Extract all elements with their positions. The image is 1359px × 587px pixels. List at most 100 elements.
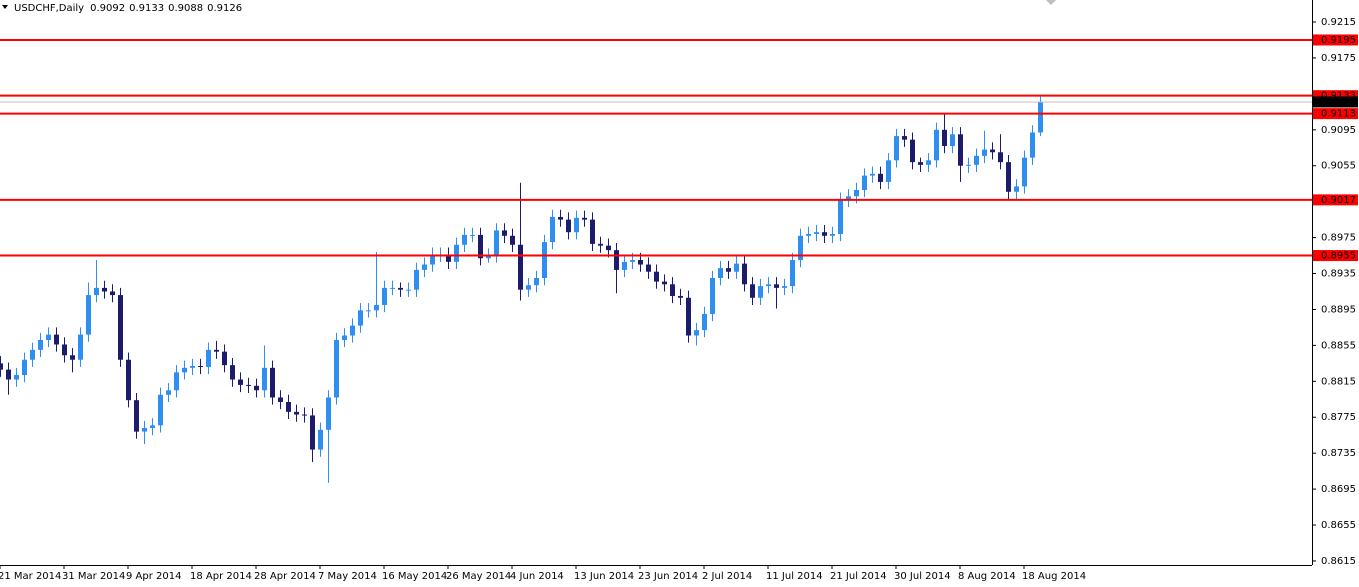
candle-body [86,295,91,335]
candle-body [974,155,979,165]
candle-body [38,339,43,350]
chart-header: USDCHF,Daily 0.9092 0.9133 0.9088 0.9126 [14,3,242,14]
candle-body [518,244,523,290]
candle-body [934,129,939,161]
candle-body [334,339,339,398]
candle-body [694,330,699,336]
candle-body [310,415,315,450]
x-tick-label: 18 Apr 2014 [190,571,252,582]
candle-body [0,363,3,370]
candle-body [574,217,579,233]
candle-body [462,234,467,245]
x-tick-label: 23 Jun 2014 [638,571,698,582]
candle-body [710,278,715,314]
candle-body [958,134,963,166]
candle-body [702,313,707,331]
level-label-bg [1313,108,1358,120]
candle-body [478,234,483,259]
candle-body [598,243,603,246]
candle-body [222,351,227,366]
candle-body [398,287,403,290]
candle-body [942,129,947,146]
price-label: 0.9126 [1321,97,1356,108]
candle-body [966,164,971,166]
candle-body [262,367,267,391]
candle-body [126,359,131,401]
level-label: 0.9195 [1321,35,1356,46]
candle-body [854,189,859,197]
y-tick-label: 0.8615 [1321,556,1356,567]
candle-body [1006,162,1011,192]
candle-body [230,365,235,380]
candle-body [182,367,187,373]
candle-body [550,216,555,243]
y-tick-label: 0.9215 [1321,17,1356,28]
x-tick-label: 16 May 2014 [382,571,447,582]
candle-body [206,349,211,367]
candle-body [614,250,619,270]
candle-body [1014,186,1019,192]
candle-body [198,366,203,368]
candle-body [814,232,819,234]
y-tick-label: 0.8695 [1321,484,1356,495]
chart-title: USDCHF,Daily [14,3,84,14]
candle-body [686,297,691,336]
level-label-bg [1313,34,1358,46]
candle-body [766,284,771,287]
candle-body [14,375,19,380]
x-tick-label: 8 Aug 2014 [958,571,1016,582]
y-tick-label: 0.8935 [1321,269,1356,280]
candle-body [790,260,795,287]
candle-body [390,287,395,289]
candle-body [902,136,907,140]
level-label-bg [1313,90,1358,102]
candle-body [726,268,731,272]
candle-body [238,379,243,385]
y-tick-label: 0.8975 [1321,233,1356,244]
y-tick-label: 0.8895 [1321,304,1356,315]
candle-body [926,160,931,165]
header-icon [2,5,8,9]
candle-body [638,260,643,265]
candle-body [254,385,259,391]
candle-body [822,232,827,236]
candle-body [894,136,899,161]
level-label: 0.9017 [1321,195,1356,206]
candle-body [430,254,435,265]
candle-body [494,230,499,256]
candle-body [150,425,155,429]
candle-body [950,134,955,146]
candle-body [734,263,739,272]
candle-body [190,366,195,368]
candle-body [646,264,651,272]
candle-body [758,286,763,298]
candle-body [998,152,1003,163]
x-tick-label: 26 May 2014 [446,571,511,582]
candle-body [270,367,275,398]
candle-body [798,235,803,261]
candle-body [830,233,835,236]
candle-body [502,230,507,236]
x-tick-label: 21 Mar 2014 [0,571,61,582]
candle-body [326,397,331,430]
candle-body [1022,157,1027,187]
level-label-bg [1313,250,1358,262]
level-label: 0.9113 [1321,109,1356,120]
candle-body [742,263,747,285]
candle-body [670,284,675,296]
header-low: 0.9088 [168,3,203,14]
candle-body [606,245,611,251]
candle-body [622,261,627,270]
candle-body [486,255,491,259]
candle-body [342,335,347,340]
candle-body [878,173,883,182]
candle-body [46,334,51,340]
candle-body [454,244,459,262]
x-tick-label: 21 Jul 2014 [830,571,887,582]
candle-body [302,414,307,416]
candle-body [158,394,163,426]
candle-body [806,233,811,236]
header-close: 0.9126 [207,3,242,14]
